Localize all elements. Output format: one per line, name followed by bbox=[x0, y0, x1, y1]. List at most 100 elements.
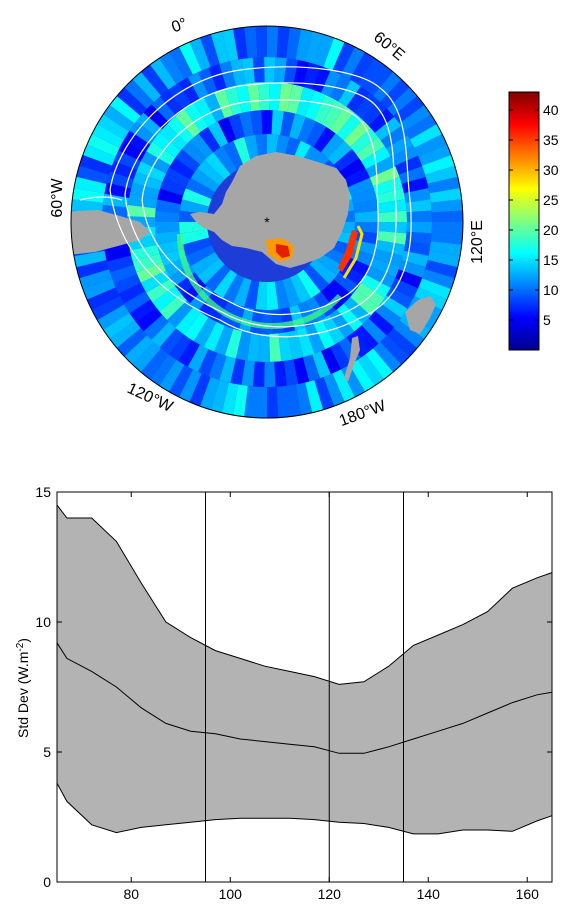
heatmap-cell bbox=[282, 277, 301, 307]
heatmap-cell bbox=[143, 314, 169, 340]
heatmap-cell bbox=[351, 239, 377, 256]
heatmap-cell bbox=[430, 231, 463, 245]
heatmap-cell bbox=[356, 282, 385, 307]
heatmap-cell bbox=[274, 361, 287, 387]
heatmap-cell bbox=[200, 34, 220, 67]
heatmap-cell bbox=[224, 328, 243, 359]
heatmap-cell bbox=[208, 64, 227, 92]
heatmap-cell bbox=[91, 124, 125, 148]
heatmap-cell bbox=[109, 264, 137, 284]
heatmap-cell bbox=[323, 373, 345, 407]
colorbar-gradient bbox=[508, 91, 540, 351]
x-axis-ticks: 80 100 120 140 160 bbox=[123, 492, 539, 902]
heatmap-cell bbox=[357, 58, 384, 90]
heatmap-cell bbox=[164, 167, 191, 188]
heatmap-cell bbox=[207, 121, 229, 148]
plot-frame bbox=[56, 491, 553, 883]
heatmap-cell bbox=[295, 382, 313, 415]
heatmap-cell bbox=[296, 86, 315, 117]
heatmap-cell bbox=[203, 321, 225, 352]
land-antarctica bbox=[190, 152, 350, 268]
heatmap-cell bbox=[151, 96, 176, 123]
land-south-america bbox=[71, 210, 150, 256]
heatmap-cell bbox=[274, 57, 287, 83]
heatmap-cell bbox=[327, 140, 352, 165]
heatmap-cell bbox=[155, 210, 180, 222]
heatmap-cell bbox=[280, 111, 296, 137]
colorbar: 5 10 15 20 25 30 35 40 bbox=[508, 91, 559, 351]
heatmap-cell bbox=[204, 264, 231, 292]
heatmap-cell bbox=[129, 299, 157, 323]
heatmap-cell bbox=[365, 156, 396, 178]
y-tick-label: 5 bbox=[43, 744, 51, 760]
heatmap-cell bbox=[189, 285, 214, 311]
heatmap-cell bbox=[178, 77, 200, 105]
land-new-zealand bbox=[405, 296, 436, 334]
geo-label-0: 0° bbox=[169, 15, 189, 36]
heatmap-cell bbox=[427, 250, 460, 268]
heatmap-cell bbox=[267, 281, 279, 310]
heatmap-cell bbox=[168, 334, 192, 361]
heatmap-cell bbox=[313, 319, 336, 350]
heatmap-cell bbox=[283, 359, 299, 386]
x-tick-label: 140 bbox=[417, 886, 441, 902]
heatmap-cell bbox=[136, 161, 167, 182]
heatmap-cell bbox=[380, 125, 408, 149]
colorbar-tick-label: 35 bbox=[543, 132, 559, 148]
heatmap-cell bbox=[214, 88, 234, 119]
heatmap-cell bbox=[333, 272, 359, 295]
pole-marker: * bbox=[264, 214, 270, 230]
heatmap-cell bbox=[264, 56, 276, 83]
heatmap-cell bbox=[387, 328, 418, 357]
heatmap-cell bbox=[380, 295, 408, 319]
heatmap-cell bbox=[375, 240, 406, 256]
heatmap-cell bbox=[296, 327, 315, 358]
heatmap-cell bbox=[255, 26, 267, 58]
y-axis-ticks: 0 5 10 15 bbox=[35, 484, 552, 890]
heatmap-cell bbox=[197, 258, 225, 285]
heatmap-cell bbox=[429, 241, 462, 256]
heatmap-cell bbox=[393, 96, 425, 124]
x-tick-label: 160 bbox=[516, 886, 540, 902]
heatmap-cell bbox=[214, 325, 234, 356]
heatmap-cell bbox=[258, 81, 270, 111]
heatmap-cell bbox=[327, 279, 352, 304]
heatmap-cell bbox=[404, 241, 431, 256]
heatmap-cell bbox=[109, 96, 141, 124]
heatmap-cell bbox=[87, 287, 120, 310]
geo-label-60w: 60°W bbox=[49, 177, 66, 217]
heatmap-cell bbox=[210, 31, 229, 64]
heatmap-cell bbox=[329, 105, 355, 135]
heatmap-cell bbox=[200, 377, 220, 410]
heatmap-cell bbox=[425, 165, 458, 184]
heatmap-cell bbox=[354, 325, 379, 351]
colorbar-ticks: 5 10 15 20 25 30 35 40 bbox=[509, 102, 559, 328]
heatmap-cell bbox=[179, 369, 202, 402]
heatmap-cell bbox=[71, 199, 104, 213]
heatmap-cell bbox=[136, 262, 167, 283]
heatmap-cell bbox=[151, 321, 176, 348]
heatmap-cell bbox=[82, 278, 116, 300]
heatmap-cell bbox=[422, 155, 455, 175]
heatmap-cell bbox=[159, 293, 187, 320]
heatmap-cell bbox=[431, 210, 463, 222]
heatmap-cell bbox=[157, 239, 183, 256]
heatmap-cell bbox=[159, 89, 184, 116]
heatmap-cell bbox=[283, 58, 299, 85]
heatmap-cell bbox=[267, 386, 279, 418]
heatmap-cell bbox=[274, 280, 290, 310]
heatmap-cell bbox=[129, 244, 160, 262]
colorbar-tick-label: 25 bbox=[543, 192, 559, 208]
heatmap-cell bbox=[305, 380, 324, 413]
heatmap-cell bbox=[175, 149, 201, 172]
heatmap-cell bbox=[190, 252, 220, 276]
heatmap-cell bbox=[351, 188, 377, 205]
heatmap-cell bbox=[339, 264, 365, 286]
heatmap-cell bbox=[198, 349, 218, 377]
heatmap-cell bbox=[305, 90, 326, 121]
heatmap-cell bbox=[267, 26, 279, 58]
heatmap-cell bbox=[333, 149, 359, 172]
heatmap-cell bbox=[175, 306, 201, 335]
heatmap-cell bbox=[247, 332, 261, 362]
heatmap-cell bbox=[368, 108, 395, 133]
